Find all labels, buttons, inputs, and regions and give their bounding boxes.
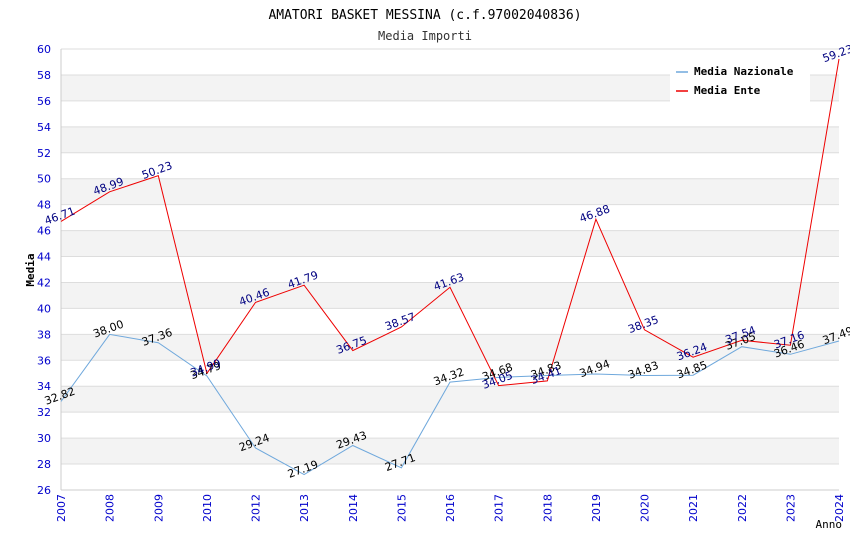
x-tick-label: 2019 [590,494,603,522]
x-tick-label: 2007 [55,494,68,522]
grid-band [61,126,839,153]
y-tick-label: 40 [37,302,51,315]
y-tick-label: 60 [37,43,51,56]
y-tick-label: 38 [37,328,51,341]
grid-band [61,438,839,465]
grid-lines [61,48,839,491]
y-tick-label: 34 [37,380,51,393]
x-tick-label: 2016 [444,494,457,522]
x-axis-ticks: 2007 2008 2009 2010 2012 2013 2014 2015 2016 2017… [55,494,846,522]
y-tick-label: 26 [37,484,51,497]
grid-band [61,230,839,257]
x-tick-label: 2022 [736,494,749,522]
x-tick-label: 2023 [784,494,797,522]
y-tick-label: 46 [37,225,51,238]
y-axis-ticks: 26 28 30 32 34 36 38 40 42 44 46 48 50 52 54 56 58 60 [37,43,51,497]
legend-box [670,60,810,102]
x-tick-label: 2024 [833,494,846,522]
y-axis-label: Media [24,253,37,286]
x-tick-label: 2018 [541,494,554,522]
y-tick-label: 42 [37,276,51,289]
grid-band [61,386,839,413]
y-tick-label: 44 [37,251,51,264]
x-tick-label: 2012 [250,494,263,522]
y-tick-label: 28 [37,458,51,471]
y-tick-label: 52 [37,147,51,160]
x-axis-label: Anno [816,518,843,531]
x-tick-label: 2009 [152,494,165,522]
x-tick-label: 2020 [639,494,652,522]
grid-band [61,178,839,205]
y-tick-label: 36 [37,354,51,367]
series-line-media-nazionale [60,333,840,476]
axes [60,49,839,491]
chart-subtitle: Media Importi [378,29,472,43]
y-tick-label: 32 [37,406,51,419]
y-tick-label: 30 [37,432,51,445]
data-label: 59.23 [821,42,850,65]
series-line-media-ente [60,58,840,387]
x-tick-label: 2010 [201,494,214,522]
y-tick-label: 48 [37,199,51,212]
y-tick-label: 50 [37,173,51,186]
grid-bands [61,74,839,465]
legend: Media Nazionale Media Ente [670,60,810,102]
data-label: 34.83 [626,359,660,382]
x-tick-label: 2008 [104,494,117,522]
x-tick-label: 2015 [395,494,408,522]
y-tick-label: 58 [37,69,51,82]
chart-title: AMATORI BASKET MESSINA (c.f.97002040836) [268,8,581,23]
y-tick-label: 54 [37,121,51,134]
data-label: 38.57 [383,310,417,333]
x-tick-label: 2017 [493,494,506,522]
x-tick-label: 2021 [687,494,700,522]
x-tick-label: 2013 [298,494,311,522]
x-tick-label: 2014 [347,494,360,522]
legend-label-media-ente: Media Ente [694,84,761,97]
legend-label-media-nazionale: Media Nazionale [694,65,794,78]
y-tick-label: 56 [37,95,51,108]
data-label: 38.35 [626,313,660,336]
series-lines [60,58,840,476]
grid-band [61,334,839,361]
